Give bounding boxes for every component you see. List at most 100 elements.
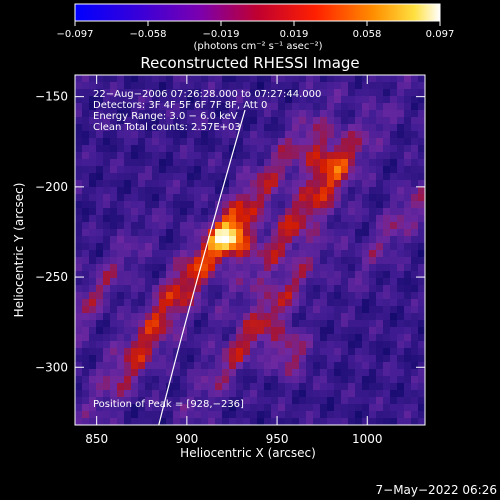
heatmap-cell: [383, 138, 391, 146]
heatmap-cell: [264, 194, 272, 202]
heatmap-cell: [369, 362, 377, 370]
heatmap-cell: [201, 131, 209, 139]
heatmap-cell: [348, 327, 356, 335]
heatmap-cell: [103, 390, 111, 398]
heatmap-cell: [376, 327, 384, 335]
heatmap-cell: [82, 208, 90, 216]
heatmap-cell: [229, 383, 237, 391]
heatmap-cell: [292, 348, 300, 356]
heatmap-cell: [166, 89, 174, 97]
heatmap-cell: [222, 369, 230, 377]
heatmap-cell: [138, 418, 146, 425]
heatmap-cell: [236, 292, 244, 300]
heatmap-cell: [369, 152, 377, 160]
heatmap-cell: [152, 334, 160, 342]
heatmap-cell: [257, 215, 265, 223]
heatmap-cell: [173, 89, 181, 97]
heatmap-cell: [229, 173, 237, 181]
heatmap-cell: [75, 397, 83, 405]
heatmap-cell: [201, 362, 209, 370]
heatmap-cell: [376, 131, 384, 139]
heatmap-cell: [369, 180, 377, 188]
heatmap-cell: [355, 334, 363, 342]
heatmap-cell: [96, 194, 104, 202]
heatmap-cell: [341, 320, 349, 328]
heatmap-cell: [320, 348, 328, 356]
heatmap-cell: [390, 201, 398, 209]
heatmap-cell: [145, 383, 153, 391]
heatmap-cell: [124, 124, 132, 132]
heatmap-cell: [348, 334, 356, 342]
heatmap-cell: [166, 180, 174, 188]
heatmap-cell: [201, 383, 209, 391]
heatmap-cell: [229, 376, 237, 384]
heatmap-cell: [299, 229, 307, 237]
heatmap-cell: [341, 215, 349, 223]
heatmap-cell: [215, 82, 223, 90]
heatmap-cell: [124, 327, 132, 335]
heatmap-cell: [397, 103, 405, 111]
heatmap-cell: [271, 355, 279, 363]
heatmap-cell: [152, 89, 160, 97]
heatmap-cell: [362, 264, 370, 272]
heatmap-cell: [96, 271, 104, 279]
heatmap-cell: [341, 103, 349, 111]
heatmap-cell: [194, 257, 202, 265]
heatmap-cell: [173, 208, 181, 216]
heatmap-cell: [341, 327, 349, 335]
heatmap-cell: [362, 250, 370, 258]
heatmap-cell: [390, 397, 398, 405]
heatmap-cell: [299, 187, 307, 195]
heatmap-cell: [89, 110, 97, 118]
heatmap-cell: [194, 397, 202, 405]
heatmap-cell: [159, 110, 167, 118]
heatmap-cell: [180, 362, 188, 370]
heatmap-cell: [397, 173, 405, 181]
heatmap-cell: [250, 376, 258, 384]
heatmap-cell: [418, 194, 425, 202]
heatmap-cell: [264, 124, 272, 132]
heatmap-cell: [334, 334, 342, 342]
heatmap-cell: [369, 418, 377, 425]
heatmap-cell: [75, 383, 83, 391]
heatmap-cell: [215, 103, 223, 111]
heatmap-cell: [271, 222, 279, 230]
heatmap-cell: [152, 110, 160, 118]
heatmap-cell: [376, 271, 384, 279]
heatmap-cell: [145, 306, 153, 314]
heatmap-cell: [166, 334, 174, 342]
heatmap-cell: [229, 285, 237, 293]
heatmap-cell: [96, 292, 104, 300]
heatmap-cell: [411, 166, 419, 174]
heatmap-cell: [341, 369, 349, 377]
heatmap-cell: [271, 285, 279, 293]
heatmap-cell: [292, 159, 300, 167]
heatmap-cell: [159, 278, 167, 286]
heatmap-cell: [117, 369, 125, 377]
heatmap-cell: [299, 215, 307, 223]
heatmap-cell: [299, 173, 307, 181]
heatmap-cell: [313, 327, 321, 335]
heatmap-cell: [124, 180, 132, 188]
heatmap-cell: [117, 110, 125, 118]
heatmap-cell: [236, 89, 244, 97]
heatmap-cell: [110, 306, 118, 314]
heatmap-cell: [124, 341, 132, 349]
heatmap-cell: [383, 103, 391, 111]
heatmap-cell: [215, 222, 223, 230]
heatmap-cell: [306, 418, 314, 425]
heatmap-cell: [110, 418, 118, 425]
heatmap-cell: [201, 306, 209, 314]
heatmap-cell: [271, 334, 279, 342]
heatmap-cell: [201, 299, 209, 307]
x-tick-label: 900: [175, 432, 198, 446]
heatmap-cell: [138, 397, 146, 405]
heatmap-cell: [278, 334, 286, 342]
heatmap-cell: [411, 369, 419, 377]
heatmap-cell: [201, 145, 209, 153]
heatmap-cell: [103, 411, 111, 419]
heatmap-cell: [180, 236, 188, 244]
heatmap-cell: [299, 110, 307, 118]
heatmap-cell: [194, 264, 202, 272]
heatmap-cell: [285, 208, 293, 216]
